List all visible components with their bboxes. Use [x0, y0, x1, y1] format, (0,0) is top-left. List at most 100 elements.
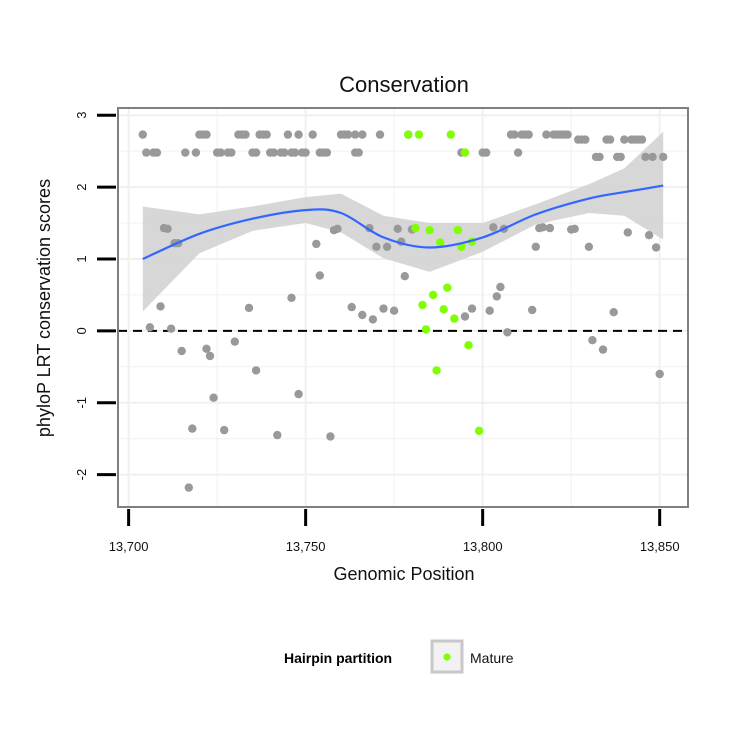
other-point: [620, 135, 629, 144]
mature-point: [421, 325, 431, 334]
other-point: [358, 130, 367, 139]
chart-title: Conservation: [339, 72, 469, 97]
other-point: [563, 130, 572, 139]
other-point: [290, 148, 300, 157]
other-point: [322, 148, 332, 157]
plot-panel-border: [117, 107, 689, 508]
mature-point: [446, 130, 455, 139]
other-point: [358, 310, 367, 320]
mature-point: [453, 226, 463, 235]
x-tick-label: 13,850: [640, 539, 680, 554]
other-point: [641, 152, 650, 162]
other-point: [287, 293, 296, 302]
other-point: [244, 303, 254, 313]
other-point: [202, 130, 211, 139]
other-point: [230, 337, 239, 346]
other-point: [220, 425, 229, 435]
other-point: [294, 130, 303, 139]
legend-title: Hairpin partition: [284, 650, 392, 666]
other-point: [142, 148, 151, 157]
other-point: [145, 323, 155, 332]
other-point: [343, 130, 353, 139]
y-tick-label: 0: [74, 327, 89, 334]
mature-point: [474, 426, 484, 435]
other-point: [379, 304, 388, 313]
other-point: [609, 308, 618, 317]
other-point: [524, 130, 533, 139]
smooth-curve: [142, 184, 664, 261]
other-point: [545, 223, 555, 233]
other-point: [460, 312, 470, 321]
y-tick-label: -1: [74, 397, 89, 409]
other-point: [202, 344, 211, 353]
mature-point: [425, 226, 434, 235]
other-point: [605, 135, 615, 144]
other-point: [651, 243, 661, 252]
y-axis-ticks: -2 -1 0 1 2 3: [74, 112, 116, 481]
loess-smooth-line: [142, 184, 664, 261]
other-point: [368, 315, 378, 324]
mature-point: [439, 305, 448, 314]
mature-point: [464, 341, 473, 350]
other-point: [166, 324, 176, 333]
legend: Hairpin partition Mature: [284, 639, 514, 674]
other-point: [510, 130, 519, 139]
other-point: [326, 432, 335, 441]
other-point: [163, 224, 172, 233]
x-tick-label: 13,750: [286, 539, 326, 554]
other-point: [251, 148, 261, 157]
other-point: [598, 345, 608, 354]
grid-lines: [118, 108, 688, 507]
legend-label-mature: Mature: [470, 650, 514, 666]
other-point: [400, 272, 409, 281]
other-point: [241, 130, 250, 139]
other-point: [570, 224, 579, 233]
confidence-band-area: [142, 131, 664, 312]
other-point: [581, 135, 590, 144]
other-point: [659, 152, 668, 162]
mature-point: [460, 148, 470, 157]
mature-point: [418, 300, 427, 310]
other-point: [181, 148, 190, 157]
other-point: [528, 305, 537, 315]
other-point: [188, 424, 197, 433]
other-point: [351, 130, 360, 139]
other-point: [269, 148, 278, 157]
other-point: [280, 148, 289, 157]
other-point: [489, 223, 498, 232]
other-point: [308, 130, 317, 139]
other-point: [372, 242, 381, 251]
mature-point: [414, 130, 424, 139]
other-point: [531, 242, 540, 251]
x-tick-label: 13,700: [109, 539, 149, 554]
x-tick-label: 13,800: [463, 539, 503, 554]
other-point: [503, 328, 512, 337]
other-point: [513, 148, 523, 157]
mature-point: [411, 223, 420, 233]
other-point: [333, 224, 342, 233]
other-point: [393, 224, 402, 233]
other-point: [138, 130, 147, 139]
other-point: [595, 152, 604, 162]
y-tick-label: -2: [74, 469, 89, 481]
other-point: [205, 351, 215, 361]
other-point: [216, 148, 225, 157]
mature-point: [450, 314, 459, 323]
mature-point: [436, 238, 445, 247]
other-point: [184, 483, 193, 492]
other-point: [273, 430, 282, 440]
other-point: [209, 393, 218, 402]
other-point: [492, 292, 501, 301]
other-point: [301, 148, 310, 157]
other-point: [542, 130, 551, 139]
other-point: [227, 148, 236, 157]
other-point: [655, 369, 664, 379]
other-point: [315, 271, 324, 280]
y-tick-label: 2: [74, 183, 89, 190]
other-point: [347, 302, 356, 312]
other-point: [262, 130, 271, 139]
other-point: [637, 135, 647, 144]
other-point: [382, 242, 392, 251]
other-point: [485, 306, 494, 315]
